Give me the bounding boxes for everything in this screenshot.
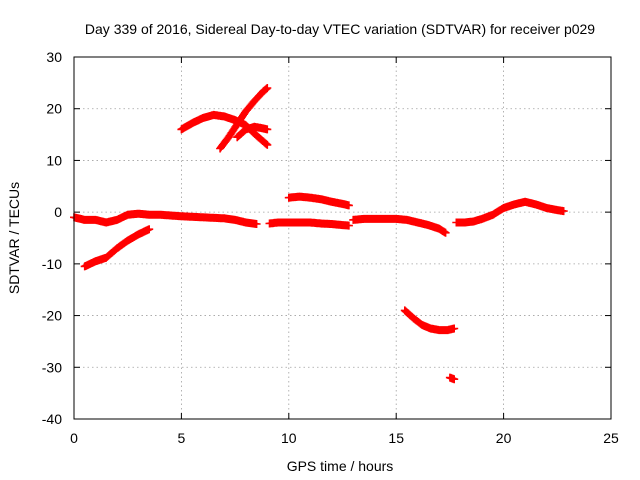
y-tick-label: -30	[42, 359, 62, 375]
series-track-j	[445, 373, 459, 384]
data-point-markers	[265, 218, 353, 230]
y-axis-title: SDTVAR / TECUs	[6, 182, 22, 294]
x-tick-label: 5	[178, 430, 186, 446]
data-point-markers	[445, 373, 459, 384]
series-track-k	[452, 197, 568, 227]
grid-layer	[74, 57, 611, 419]
data-point-markers	[452, 197, 568, 227]
x-tick-label: 10	[281, 430, 297, 446]
y-tick-label: -20	[42, 308, 62, 324]
plot-frame	[73, 56, 612, 420]
y-tick-label: 20	[46, 101, 62, 117]
data-point-markers	[284, 192, 353, 210]
x-tick-label: 20	[496, 430, 512, 446]
x-tick-label: 0	[70, 430, 78, 446]
x-tick-label: 25	[603, 430, 619, 446]
series-track-h	[349, 214, 450, 237]
series-track-f	[265, 218, 353, 230]
data-marks	[70, 84, 568, 384]
y-tick-label: -40	[42, 411, 62, 427]
data-point-markers	[233, 122, 272, 142]
y-tick-label: -10	[42, 256, 62, 272]
y-tick-label: 10	[46, 152, 62, 168]
y-tick-label: 30	[46, 49, 62, 65]
series-track-e	[233, 122, 272, 142]
data-point-markers	[80, 225, 154, 271]
data-point-markers	[349, 214, 450, 237]
y-tick-label: 0	[54, 204, 62, 220]
chart-title: Day 339 of 2016, Sidereal Day-to-day VTE…	[85, 21, 595, 37]
data-point-markers	[400, 306, 459, 335]
series-track-i	[400, 306, 459, 335]
axis-ticks: 0 5 10 15 20 25 -40 -30 -20 -10 0 10 20 30	[42, 49, 619, 446]
data-point-markers	[216, 84, 272, 153]
series-track-b	[80, 225, 154, 271]
series-track-g	[284, 192, 353, 210]
series-track-d	[216, 84, 272, 153]
x-axis-title: GPS time / hours	[287, 458, 394, 474]
x-tick-label: 15	[388, 430, 404, 446]
